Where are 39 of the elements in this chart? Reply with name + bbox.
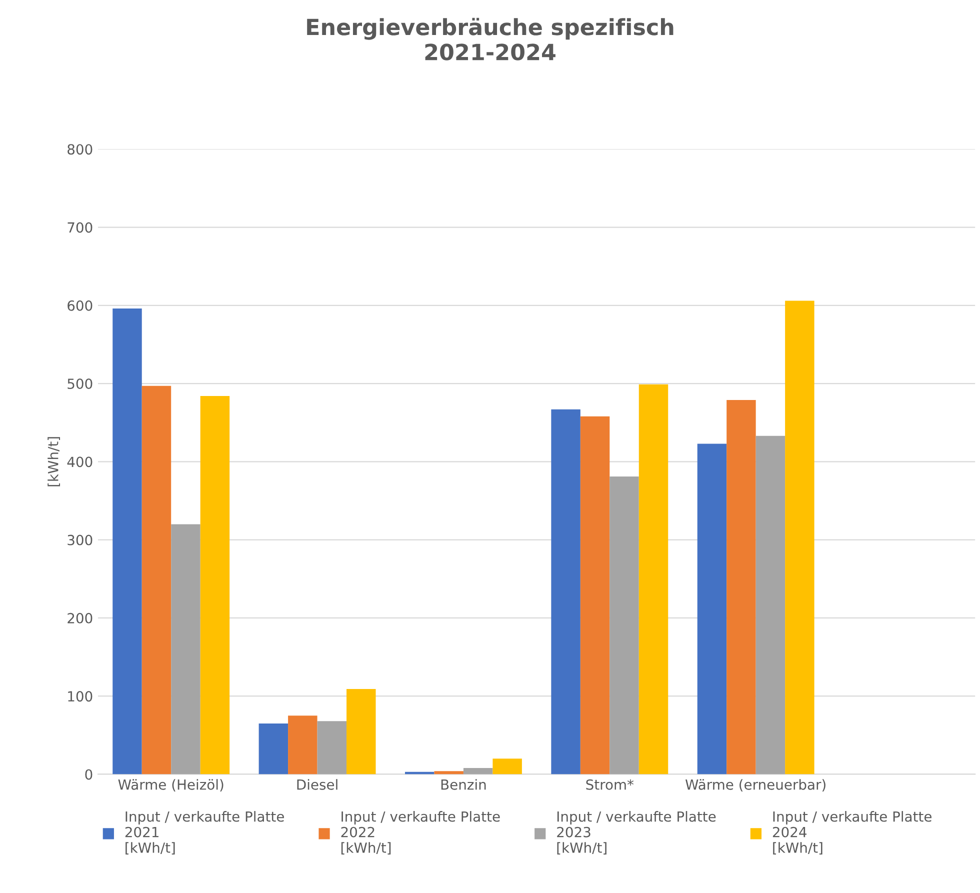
- bar: [551, 409, 580, 774]
- y-tick-label: 800: [68, 144, 92, 155]
- x-tick-label: Diesel: [297, 779, 338, 790]
- bar: [756, 436, 786, 774]
- chart-title: Energieverbräuche spezifisch 2021-2024: [307, 18, 674, 60]
- bar: [200, 396, 230, 774]
- legend-label: Input / verkaufte Platte 2024 [kWh/t]: [772, 811, 932, 855]
- y-tick-label: 200: [68, 612, 92, 624]
- bar: [142, 386, 172, 774]
- bar: [726, 400, 756, 774]
- bar: [346, 689, 376, 774]
- x-tick-label: Strom*: [586, 779, 634, 790]
- legend-label: Input / verkaufte Platte 2021 [kWh/t]: [125, 811, 284, 855]
- bar: [638, 384, 668, 774]
- y-tick-label: 0: [85, 769, 92, 780]
- y-tick-label: 500: [68, 378, 92, 390]
- bar: [610, 476, 639, 774]
- legend-label: Input / verkaufte Platte 2022 [kWh/t]: [341, 811, 500, 855]
- bar: [317, 721, 347, 774]
- bar: [258, 723, 288, 774]
- legend-label: Input / verkaufte Platte 2023 [kWh/t]: [557, 811, 716, 855]
- x-tick-label: Wärme (erneuerbar): [685, 779, 826, 792]
- bar: [171, 524, 200, 774]
- y-tick-label: 700: [68, 222, 92, 233]
- bar: [697, 444, 727, 774]
- y-axis-title: [kWh/t]: [48, 437, 60, 486]
- y-tick-label: 300: [68, 534, 92, 546]
- y-tick-label: 400: [67, 456, 92, 468]
- x-tick-label: Wärme (Heizöl): [118, 779, 224, 792]
- y-tick-label: 600: [68, 300, 92, 311]
- bar: [580, 416, 610, 774]
- x-tick-label: Benzin: [441, 779, 486, 790]
- y-tick-label: 100: [68, 691, 92, 702]
- bar: [112, 308, 142, 774]
- bar: [785, 300, 814, 774]
- bar: [288, 716, 318, 774]
- bar: [463, 768, 493, 774]
- bar: [434, 771, 464, 774]
- bar: [492, 758, 522, 774]
